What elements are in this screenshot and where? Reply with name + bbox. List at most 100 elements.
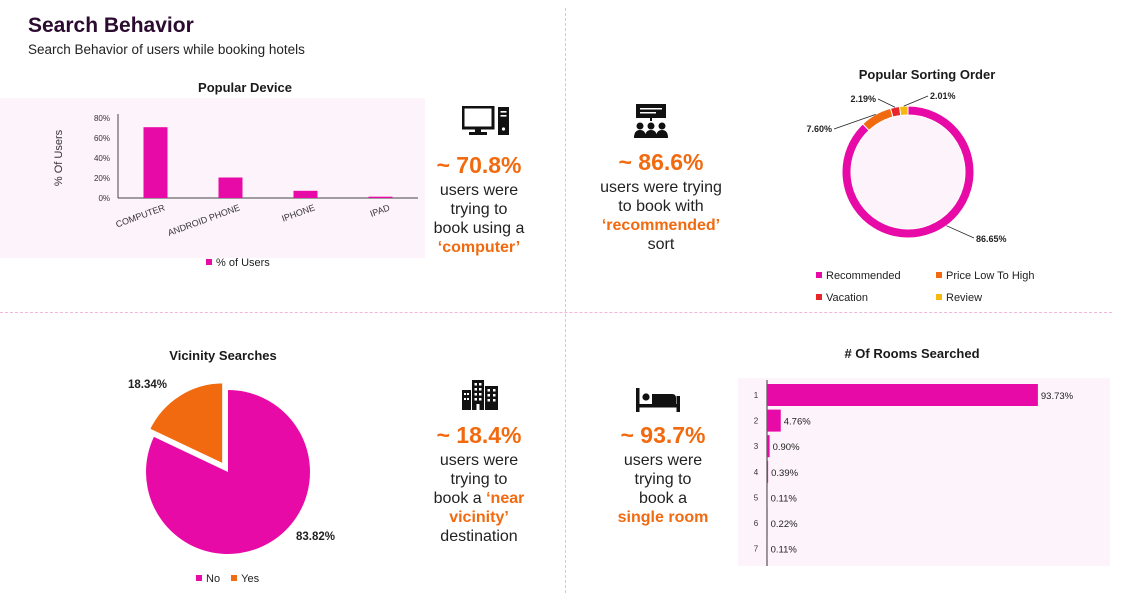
device-stat-line1: users were [439, 182, 519, 199]
popular-device-title: Popular Device [198, 80, 292, 95]
donut-data-label-review: 2.01% [930, 91, 956, 101]
legend-swatch-review [936, 294, 942, 301]
popular-device-legend: % of Users [206, 257, 270, 269]
rooms-data-label: 0.22% [771, 519, 798, 530]
pie-data-label-yes: 18.34% [128, 379, 167, 391]
device-stat-highlight: ‘computer’ [437, 239, 521, 256]
divider-vertical [565, 8, 566, 593]
rooms-y-tick-label: 5 [754, 493, 759, 502]
donut-slice-vacation [889, 105, 902, 118]
legend-label-users: % of Users [216, 257, 270, 269]
device-stat-pct: ~ 70.8% [436, 152, 522, 178]
vicinity-legend: No Yes [196, 573, 259, 585]
page-subtitle: Search Behavior of users while booking h… [28, 42, 305, 57]
legend-swatch-price-low-to-high [936, 272, 942, 279]
rooms-bar-1 [767, 384, 1038, 406]
donut-data-label-recommended: 86.65% [976, 234, 1007, 244]
sort-stat-highlight: ‘recommended’ [601, 217, 721, 234]
sort-stat: ~ 86.6% users were trying to book with ‘… [586, 148, 736, 254]
rooms-bar-2 [767, 409, 781, 432]
vicinity-stat-highlight1: ‘near [486, 490, 525, 507]
device-stat: ~ 70.8% users were trying to book using … [412, 151, 546, 257]
legend-swatch-yes [231, 575, 238, 582]
device-y-tick-label: 40% [94, 154, 110, 163]
donut-slice-review [898, 105, 909, 117]
vicinity-stat-line3: book a [433, 490, 487, 507]
rooms-stat: ~ 93.7% users were trying to book a sing… [596, 421, 730, 527]
rooms-searched-chart: 1 93.73% 2 4.76% 3 0.90% 4 0.39% 5 0.11% 6 0.22% 7 0.… [738, 378, 1110, 566]
donut-leader-line [833, 114, 876, 130]
rooms-data-label: 93.73% [1041, 391, 1074, 402]
divider-horizontal [0, 312, 1112, 313]
rooms-data-label: 0.90% [773, 442, 800, 453]
legend-label-no: No [206, 573, 221, 585]
device-bar-iphone [293, 190, 318, 198]
popular-sorting-order-title: Popular Sorting Order [858, 67, 996, 82]
vicinity-stat-line2: trying to [450, 471, 508, 488]
vicinity-stat-highlight2: vicinity’ [449, 509, 509, 526]
rooms-y-tick-label: 1 [754, 391, 759, 400]
legend-label-price-low-to-high: Price Low To High [946, 270, 1035, 282]
legend-swatch-no [196, 575, 202, 582]
sorting-order-legend: Recommended Price Low To High Vacation R… [816, 265, 1076, 309]
device-stat-line3: book using a [433, 220, 525, 237]
computer-icon [461, 105, 512, 141]
rooms-y-tick-label: 6 [754, 519, 759, 528]
device-y-tick-label: 0% [98, 194, 110, 203]
donut-data-label-price-low-to-high: 7.60% [806, 124, 832, 134]
popular-sorting-order-chart: 86.65% 7.60% 2.19% 2.01% [806, 91, 1007, 244]
donut-data-label-vacation: 2.19% [850, 94, 876, 104]
legend-label-yes: Yes [241, 573, 260, 585]
rooms-bar-4 [767, 460, 769, 483]
device-y-axis-label: % Of Users [53, 129, 65, 186]
sort-stat-line3: sort [647, 236, 675, 253]
device-plot-background [0, 98, 425, 258]
rooms-bar-6 [767, 512, 768, 534]
donut-leader-line [877, 98, 896, 108]
rooms-y-tick-label: 2 [754, 417, 759, 426]
rooms-data-label: 0.39% [771, 468, 798, 479]
rooms-stat-line1: users were [623, 452, 703, 469]
page-title: Search Behavior [28, 14, 194, 37]
legend-swatch-recommended [816, 272, 822, 279]
legend-swatch-users [206, 259, 212, 266]
vicinity-searches-chart: 18.34% 83.82% [128, 379, 335, 554]
rooms-stat-pct: ~ 93.7% [620, 422, 706, 448]
vicinity-stat-line4: destination [440, 528, 518, 545]
vicinity-searches-title: Vicinity Searches [169, 348, 277, 363]
legend-swatch-vacation [816, 294, 822, 301]
donut-leader-line [903, 95, 929, 107]
rooms-stat-line2: trying to [634, 471, 692, 488]
rooms-bar-3 [767, 435, 770, 458]
vicinity-stat: ~ 18.4% users were trying to book a ‘nea… [412, 421, 546, 546]
buildings-icon [462, 380, 498, 415]
device-bar-ipad [368, 196, 393, 198]
pie-data-label-no: 83.82% [296, 531, 335, 543]
rooms-y-tick-label: 3 [754, 442, 759, 451]
pie-slice-yes [147, 381, 225, 466]
rooms-y-tick-label: 7 [754, 545, 759, 554]
rooms-stat-highlight: single room [617, 509, 709, 526]
vicinity-stat-line1: users were [439, 452, 519, 469]
rooms-bar-5 [767, 486, 768, 509]
presentation-audience-icon [634, 103, 668, 144]
rooms-data-label: 4.76% [784, 417, 811, 428]
rooms-searched-title: # Of Rooms Searched [844, 346, 980, 361]
device-stat-line2: trying to [450, 201, 508, 218]
device-y-tick-label: 80% [94, 114, 110, 123]
legend-label-recommended: Recommended [826, 270, 901, 282]
device-bar-computer [143, 127, 168, 198]
sort-stat-line1: users were trying [600, 179, 722, 196]
donut-leader-line [946, 225, 975, 239]
rooms-data-label: 0.11% [771, 545, 798, 556]
device-y-tick-label: 20% [94, 174, 110, 183]
vicinity-stat-pct: ~ 18.4% [436, 422, 522, 448]
rooms-bar-7 [767, 537, 768, 560]
rooms-plot-background [738, 378, 1110, 566]
legend-label-vacation: Vacation [826, 292, 868, 304]
rooms-stat-line3: book a [638, 490, 688, 507]
rooms-y-tick-label: 4 [754, 468, 759, 477]
legend-label-review: Review [946, 292, 983, 304]
rooms-data-label: 0.11% [771, 493, 798, 504]
